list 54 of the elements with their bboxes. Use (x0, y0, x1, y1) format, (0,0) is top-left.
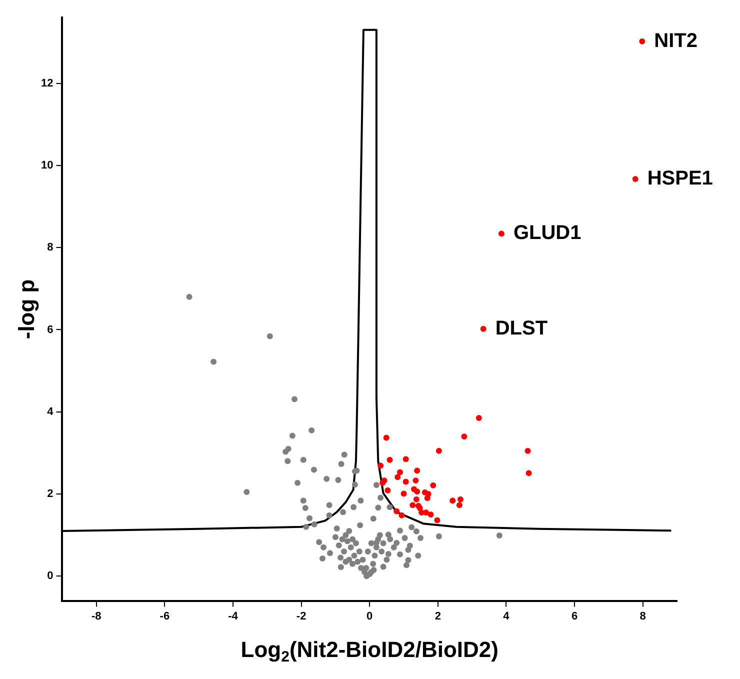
point (378, 462, 384, 469)
point (380, 480, 386, 486)
point (480, 326, 486, 332)
point (457, 496, 464, 502)
point (412, 477, 419, 484)
point (434, 517, 440, 524)
point (383, 434, 390, 441)
x-tick-label: 6 (571, 610, 578, 622)
point (410, 502, 416, 508)
y-axis-title: -log p (14, 279, 40, 340)
y-tick-label: 2 (47, 488, 54, 500)
point (394, 474, 401, 480)
point (402, 456, 409, 462)
annotation: GLUD1 (513, 222, 582, 244)
point (428, 512, 434, 518)
point (450, 498, 456, 504)
point (498, 230, 504, 237)
point (413, 496, 420, 502)
x-tick-label: -4 (228, 610, 239, 622)
point (436, 448, 442, 454)
point (424, 495, 430, 502)
x-tick-label: 2 (434, 610, 441, 622)
y-tick-label: 10 (40, 159, 54, 172)
point (461, 434, 468, 440)
y-tick-label: 6 (47, 324, 54, 336)
annotation: DLST (495, 317, 548, 340)
point (394, 508, 400, 514)
point (386, 456, 393, 463)
point (397, 469, 404, 476)
x-tick-label: -6 (160, 610, 170, 622)
x-tick-label: 8 (640, 610, 646, 622)
point (414, 488, 420, 495)
annotation: HSPE1 (647, 168, 713, 190)
point (400, 490, 407, 497)
x-tick-label: 0 (366, 610, 373, 622)
point (430, 482, 436, 488)
point (384, 487, 391, 494)
point (632, 176, 638, 182)
point (456, 502, 462, 508)
point (639, 38, 646, 44)
point (476, 415, 482, 422)
point (526, 470, 532, 476)
y-tick-label: 0 (47, 570, 54, 582)
point (402, 478, 409, 485)
x-tick-label: -8 (92, 610, 102, 622)
y-tick-label: 12 (40, 77, 54, 90)
x-tick-label: -2 (296, 610, 306, 622)
x-tick-label: 4 (503, 610, 510, 622)
y-tick-label: 8 (47, 242, 54, 254)
point (414, 468, 420, 474)
point (398, 512, 405, 518)
point (524, 448, 531, 454)
y-tick-label: 4 (47, 406, 54, 418)
annotation: NIT2 (654, 30, 698, 52)
